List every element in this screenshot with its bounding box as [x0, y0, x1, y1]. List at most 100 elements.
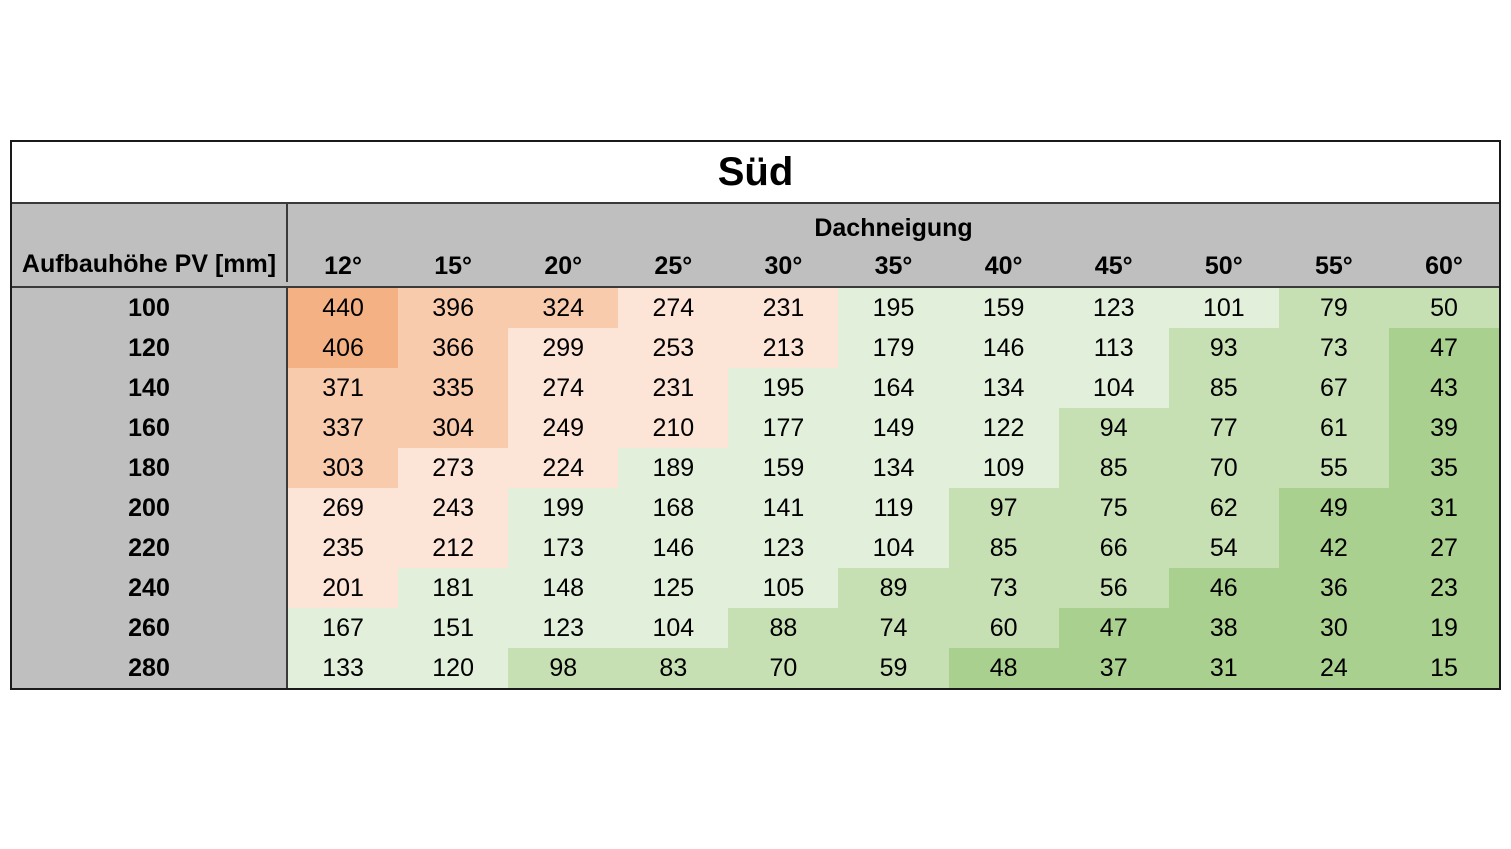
table-cell: 23	[1388, 568, 1500, 608]
table-cell: 231	[618, 368, 729, 408]
table-cell: 85	[1058, 448, 1169, 488]
table-cell: 27	[1388, 528, 1500, 568]
table-cell: 97	[948, 488, 1059, 528]
table-cell: 274	[618, 288, 729, 328]
table-cell: 123	[508, 608, 619, 648]
table-cell: 134	[838, 448, 949, 488]
column-label: 25°	[654, 251, 693, 280]
table-cell: 54	[1168, 528, 1279, 568]
table-row: 280 133 120 98 83 70 59 48 37 31 24 15	[12, 648, 1500, 688]
column-label: 12°	[324, 251, 362, 280]
table-cell: 66	[1058, 528, 1169, 568]
table-cell: 37	[1058, 648, 1169, 688]
table-cell: 173	[508, 528, 619, 568]
table-cell: 440	[288, 288, 399, 328]
table-cell: 199	[508, 488, 619, 528]
table-cell: 269	[288, 488, 399, 528]
table-cell: 406	[288, 328, 399, 368]
table-cell: 70	[728, 648, 839, 688]
row-label: 180	[12, 448, 288, 488]
table-cell: 19	[1388, 608, 1500, 648]
table-cell: 104	[838, 528, 949, 568]
table-cell: 113	[1058, 328, 1169, 368]
table-cell: 366	[398, 328, 509, 368]
table-cell: 159	[728, 448, 839, 488]
table-cell: 85	[948, 528, 1059, 568]
table-cell: 181	[398, 568, 509, 608]
table-cell: 167	[288, 608, 399, 648]
table-header: Aufbauhöhe PV [mm] Dachneigung 12° 15° 20°…	[12, 204, 1499, 288]
table-cell: 47	[1058, 608, 1169, 648]
table-cell: 30	[1278, 608, 1389, 648]
table-cell: 146	[618, 528, 729, 568]
table-cell: 31	[1168, 648, 1279, 688]
column-label: 45°	[1094, 251, 1133, 280]
table-cell: 50	[1388, 288, 1500, 328]
table-cell: 93	[1168, 328, 1279, 368]
table-cell: 73	[948, 568, 1059, 608]
table-cell: 74	[838, 608, 949, 648]
table-cell: 213	[728, 328, 839, 368]
table-cell: 70	[1168, 448, 1279, 488]
table-cell: 60	[948, 608, 1059, 648]
table-cell: 201	[288, 568, 399, 608]
table-cell: 89	[838, 568, 949, 608]
table-cell: 134	[948, 368, 1059, 408]
row-label: 220	[12, 528, 288, 568]
table-row: 180 303 273 224 189 159 134 109 85 70 55 35	[12, 448, 1500, 488]
table-cell: 46	[1168, 568, 1279, 608]
table-cell: 77	[1168, 408, 1279, 448]
table-cell: 79	[1278, 288, 1389, 328]
row-label: 120	[12, 328, 288, 368]
table-cell: 195	[728, 368, 839, 408]
row-header-spacer	[12, 204, 288, 246]
table-row: 200 269 243 199 168 141 119 97 75 62 49 31	[12, 488, 1500, 528]
row-label: 240	[12, 568, 288, 608]
table-cell: 38	[1168, 608, 1279, 648]
table-row: 160 337 304 249 210 177 149 122 94 77 61 39	[12, 408, 1500, 448]
table-cell: 337	[288, 408, 399, 448]
table-cell: 133	[288, 648, 399, 688]
table-cell: 39	[1388, 408, 1500, 448]
table-cell: 105	[728, 568, 839, 608]
table-frame: Süd Aufbauhöhe PV [mm] Dachneigung 12° 15…	[10, 140, 1501, 690]
table-cell: 146	[948, 328, 1059, 368]
table-cell: 141	[728, 488, 839, 528]
table-cell: 273	[398, 448, 509, 488]
table-title: Süd	[12, 142, 1499, 204]
column-label: 40°	[984, 251, 1023, 280]
table-cell: 231	[728, 288, 839, 328]
table-row: 220 235 212 173 146 123 104 85 66 54 42 27	[12, 528, 1500, 568]
table-cell: 15	[1388, 648, 1500, 688]
table-cell: 98	[508, 648, 619, 688]
table-cell: 235	[288, 528, 399, 568]
table-cell: 104	[1058, 368, 1169, 408]
table-cell: 253	[618, 328, 729, 368]
column-label: 35°	[874, 251, 913, 280]
table-cell: 210	[618, 408, 729, 448]
table-cell: 149	[838, 408, 949, 448]
table-cell: 49	[1278, 488, 1389, 528]
table-cell: 123	[1058, 288, 1169, 328]
table-cell: 249	[508, 408, 619, 448]
row-label: 140	[12, 368, 288, 408]
table-cell: 35	[1388, 448, 1500, 488]
table-cell: 75	[1058, 488, 1169, 528]
table-cell: 212	[398, 528, 509, 568]
row-label: 200	[12, 488, 288, 528]
row-label: 100	[12, 288, 288, 328]
table-cell: 299	[508, 328, 619, 368]
table-cell: 109	[948, 448, 1059, 488]
column-label: 30°	[764, 251, 803, 280]
table-cell: 148	[508, 568, 619, 608]
table-cell: 62	[1168, 488, 1279, 528]
table-cell: 177	[728, 408, 839, 448]
table-cell: 24	[1278, 648, 1389, 688]
table-cell: 164	[838, 368, 949, 408]
table-cell: 151	[398, 608, 509, 648]
table-cell: 179	[838, 328, 949, 368]
table-cell: 123	[728, 528, 839, 568]
table-cell: 120	[398, 648, 509, 688]
table-cell: 61	[1278, 408, 1389, 448]
table-cell: 83	[618, 648, 729, 688]
